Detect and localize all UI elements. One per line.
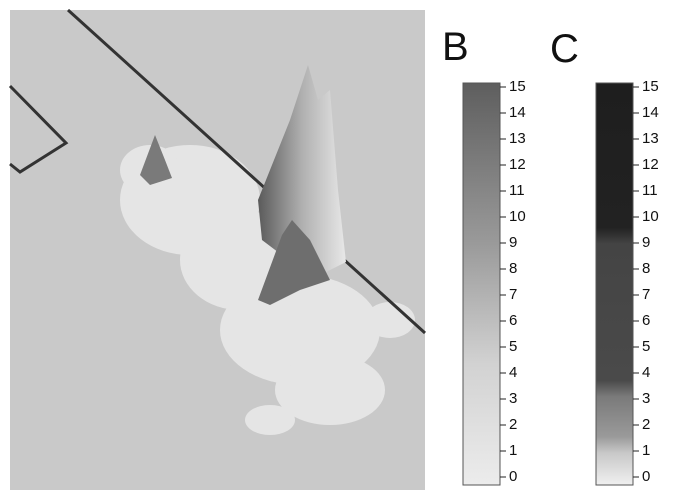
tick-label: 1 <box>642 442 650 459</box>
tick-label: 14 <box>509 104 526 121</box>
tick-label: 7 <box>509 286 517 303</box>
tick-label: 12 <box>509 156 526 173</box>
tick-label: 3 <box>509 390 517 407</box>
tick-label: 15 <box>509 78 526 95</box>
tick-label: 6 <box>509 312 517 329</box>
tick-label: 13 <box>642 130 659 147</box>
tick-label: 0 <box>642 468 650 485</box>
panel-label: C <box>550 27 579 71</box>
surface-plot <box>10 10 425 490</box>
tick-label: 4 <box>509 364 517 381</box>
tick-label: 12 <box>642 156 659 173</box>
tick-label: 0 <box>509 468 517 485</box>
tick-label: 10 <box>642 208 659 225</box>
figure: B C 012345678910111213141501234567891011… <box>0 0 676 491</box>
tick-label: 6 <box>642 312 650 329</box>
tick-label: 9 <box>642 234 650 251</box>
tick-label: 11 <box>642 182 658 199</box>
tick-label: 15 <box>642 78 659 95</box>
tick-label: 14 <box>642 104 659 121</box>
tick-label: 9 <box>509 234 517 251</box>
colorbar-c <box>596 83 633 485</box>
tick-label: 1 <box>509 442 517 459</box>
colorbar-b <box>463 83 500 485</box>
tick-label: 8 <box>642 260 650 277</box>
tick-label: 13 <box>509 130 526 147</box>
tick-label: 5 <box>642 338 650 355</box>
tick-label: 5 <box>509 338 517 355</box>
tick-label: 3 <box>642 390 650 407</box>
tick-label: 11 <box>509 182 525 199</box>
tick-label: 4 <box>642 364 650 381</box>
tick-label: 8 <box>509 260 517 277</box>
panel-label: B <box>442 25 469 69</box>
tick-label: 7 <box>642 286 650 303</box>
tick-label: 10 <box>509 208 526 225</box>
tick-label: 2 <box>509 416 517 433</box>
tick-label: 2 <box>642 416 650 433</box>
